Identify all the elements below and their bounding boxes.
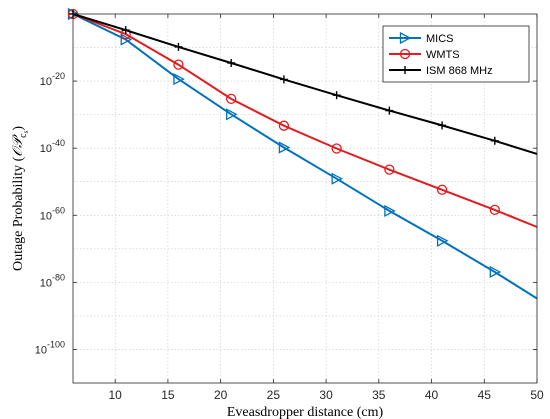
data-point: [121, 26, 130, 35]
x-axis-label: Eveasdropper distance (cm): [227, 405, 384, 419]
series-wmts: [67, 8, 538, 228]
data-point: [278, 141, 291, 154]
data-point: [279, 75, 288, 84]
legend-label: WMTS: [426, 49, 460, 61]
marker-shape: [120, 33, 133, 46]
x-tick-label: 45: [478, 388, 492, 402]
y-axis-label-end: ): [11, 126, 26, 131]
data-point: [385, 106, 394, 115]
y-axis-label-main: Outage Probability (: [11, 156, 26, 271]
series-layer: [67, 7, 538, 300]
tick-layer: 10 15 20 25 30 35 40 45 50 10-100 10-80 10-60 10-40 1…: [35, 14, 544, 402]
data-point: [489, 204, 500, 216]
legend-swatch-marker: [399, 31, 412, 45]
legend-label: MICS: [426, 33, 454, 45]
marker-shape: [226, 93, 237, 105]
y-tick-label: 10-100: [35, 339, 65, 356]
legend-entry: MICS: [389, 31, 454, 45]
y-axis-label: Outage Probability (𝒪𝒫cs): [11, 126, 30, 271]
legend-label: ISM 868 MHz: [426, 65, 493, 77]
x-tick-label: 25: [267, 388, 281, 402]
data-point: [331, 172, 344, 185]
legend: MICS WMTS ISM 868 MHz: [382, 25, 530, 83]
grid: [73, 14, 538, 383]
data-point: [278, 120, 290, 131]
data-point: [489, 265, 502, 279]
legend-entry: ISM 868 MHz: [389, 65, 493, 77]
marker-shape: [226, 108, 238, 121]
x-tick-label: 10: [109, 388, 123, 402]
x-tick-label: 15: [161, 388, 175, 402]
data-point: [384, 164, 395, 175]
y-tick-label: 10-60: [40, 205, 65, 222]
series-line: [72, 13, 538, 300]
marker-shape: [173, 59, 184, 70]
marker-shape: [278, 120, 290, 131]
series-line: [72, 13, 538, 155]
y-axis-label-subsubscript: s: [22, 130, 30, 133]
y-axis-label-symbol: 𝒪𝒫: [11, 134, 26, 157]
data-point: [173, 59, 184, 70]
marker-shape: [331, 172, 344, 185]
x-tick-label: 40: [425, 388, 439, 402]
data-point: [226, 108, 238, 121]
marker-shape: [278, 141, 291, 154]
x-tick-label: 50: [530, 388, 544, 402]
marker-shape: [436, 234, 449, 247]
data-point: [436, 184, 448, 195]
series-line: [72, 13, 538, 228]
marker-shape: [399, 31, 412, 45]
marker-shape: [173, 73, 185, 86]
x-tick-label: 35: [372, 388, 386, 402]
marker-shape: [384, 204, 396, 217]
marker-shape: [436, 184, 448, 195]
marker-shape: [331, 143, 342, 154]
data-point: [438, 121, 447, 130]
legend-swatch-marker: [399, 48, 411, 60]
data-point: [331, 143, 342, 154]
data-point: [227, 58, 236, 67]
data-point: [332, 91, 341, 100]
data-point: [384, 204, 396, 217]
marker-shape: [384, 164, 395, 175]
y-tick-label: 10-20: [40, 71, 65, 88]
legend-entry: WMTS: [389, 48, 460, 61]
marker-shape: [489, 265, 502, 279]
plot-frame: [72, 13, 538, 384]
x-tick-label: 20: [214, 388, 228, 402]
data-point: [120, 33, 133, 46]
data-point: [226, 93, 237, 105]
y-tick-label: 10-80: [40, 272, 65, 289]
series-ism-868-mhz: [69, 10, 538, 155]
x-tick-label: 30: [319, 388, 333, 402]
marker-shape: [399, 48, 411, 60]
y-tick-label: 10-40: [40, 138, 65, 155]
legend-items: MICS WMTS ISM 868 MHz: [389, 31, 493, 77]
data-point: [436, 234, 449, 247]
data-point: [174, 42, 183, 51]
data-point: [490, 136, 499, 145]
marker-shape: [489, 204, 500, 216]
data-point: [173, 73, 185, 86]
y-axis-label-subscript: c: [18, 133, 29, 138]
legend-swatch-marker: [401, 66, 409, 74]
